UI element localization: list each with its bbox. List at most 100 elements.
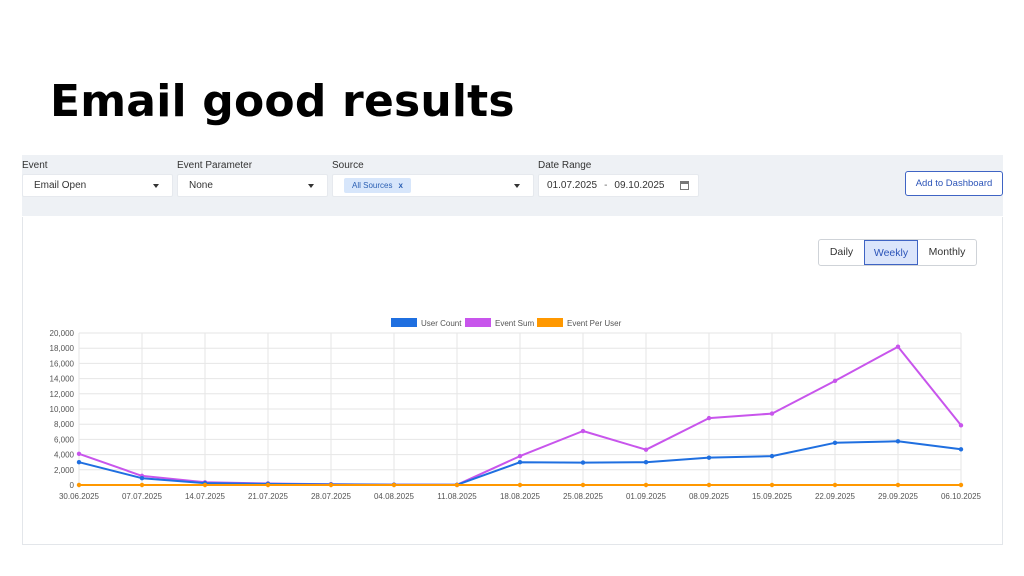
legend-swatch <box>537 318 563 327</box>
data-point <box>832 440 838 446</box>
x-tick-label: 29.09.2025 <box>878 492 919 501</box>
event-value: Email Open <box>34 180 87 191</box>
y-tick-label: 12,000 <box>50 390 75 399</box>
legend-label: Event Sum <box>495 319 534 328</box>
x-tick-label: 30.06.2025 <box>59 492 100 501</box>
data-point <box>391 482 397 488</box>
data-point <box>643 482 649 488</box>
close-icon[interactable]: x <box>398 181 403 190</box>
legend-label: User Count <box>421 319 462 328</box>
data-point <box>202 482 208 488</box>
data-point <box>76 482 82 488</box>
y-tick-label: 18,000 <box>50 344 75 353</box>
data-point <box>580 460 586 465</box>
legend-swatch <box>391 318 417 327</box>
data-point <box>706 415 712 421</box>
chevron-down-icon <box>308 184 314 188</box>
date-separator: - <box>604 180 608 191</box>
y-tick-label: 14,000 <box>50 375 75 384</box>
y-tick-label: 6,000 <box>54 435 75 444</box>
data-point <box>769 453 775 459</box>
data-point <box>643 447 649 452</box>
event-parameter-select[interactable]: None <box>177 174 328 197</box>
data-point <box>832 378 838 384</box>
y-tick-label: 2,000 <box>54 466 75 475</box>
legend-label: Event Per User <box>567 319 622 328</box>
data-point <box>958 423 964 428</box>
x-tick-label: 25.08.2025 <box>563 492 604 501</box>
chevron-down-icon <box>153 184 159 188</box>
x-tick-label: 28.07.2025 <box>311 492 352 501</box>
date-range-label: Date Range <box>538 160 592 171</box>
filter-bar: Event Email Open Event Parameter None So… <box>22 155 1003 216</box>
chart-panel <box>22 217 1003 545</box>
x-tick-label: 22.09.2025 <box>815 492 856 501</box>
y-tick-label: 16,000 <box>50 359 75 368</box>
data-point <box>517 482 523 488</box>
x-tick-label: 18.08.2025 <box>500 492 541 501</box>
source-filter: Source All Sources x <box>332 160 534 197</box>
x-tick-label: 08.09.2025 <box>689 492 730 501</box>
period-monthly-button[interactable]: Monthly <box>928 246 966 258</box>
chevron-down-icon <box>514 184 520 188</box>
calendar-icon[interactable] <box>680 181 689 190</box>
data-point <box>895 344 901 349</box>
y-tick-label: 4,000 <box>54 451 75 460</box>
page-title: Email good results <box>50 76 515 127</box>
y-tick-label: 10,000 <box>50 405 75 414</box>
data-point <box>958 482 964 488</box>
data-point <box>580 428 586 434</box>
data-point <box>454 482 460 488</box>
data-point <box>517 460 523 465</box>
data-point <box>139 482 145 488</box>
data-point <box>832 482 838 488</box>
event-parameter-value: None <box>189 180 213 191</box>
data-point <box>139 475 145 481</box>
data-point <box>895 439 901 444</box>
x-tick-label: 06.10.2025 <box>941 492 982 501</box>
event-filter: Event Email Open <box>22 160 173 197</box>
legend-item: Event Per User <box>537 318 622 328</box>
event-select[interactable]: Email Open <box>22 174 173 197</box>
add-to-dashboard-button[interactable]: Add to Dashboard <box>905 171 1003 196</box>
x-tick-label: 14.07.2025 <box>185 492 226 501</box>
date-end[interactable]: 09.10.2025 <box>614 180 665 191</box>
data-point <box>76 460 82 465</box>
event-label: Event <box>22 160 48 171</box>
y-tick-label: 8,000 <box>54 420 75 429</box>
source-select[interactable]: All Sources x <box>332 174 534 197</box>
y-tick-label: 0 <box>70 481 75 490</box>
data-point <box>769 411 775 416</box>
x-tick-label: 11.08.2025 <box>437 492 477 501</box>
source-label: Source <box>332 160 364 171</box>
x-tick-label: 01.09.2025 <box>626 492 667 501</box>
period-weekly-button[interactable]: Weekly <box>864 240 918 265</box>
data-point <box>643 460 649 465</box>
x-tick-label: 04.08.2025 <box>374 492 415 501</box>
legend-swatch <box>465 318 491 327</box>
period-toggle: Daily Weekly Monthly <box>818 239 977 266</box>
date-start[interactable]: 01.07.2025 <box>547 180 598 191</box>
data-point <box>706 482 712 488</box>
date-range-input[interactable]: 01.07.2025-09.10.2025 <box>538 174 699 197</box>
data-point <box>958 447 964 452</box>
data-point <box>706 455 712 460</box>
data-point <box>328 482 334 488</box>
source-chip[interactable]: All Sources x <box>344 178 411 193</box>
legend-item: Event Sum <box>465 318 534 328</box>
data-point <box>580 482 586 488</box>
data-point <box>517 453 523 459</box>
data-point <box>895 482 901 488</box>
date-range-filter: Date Range 01.07.2025-09.10.2025 <box>538 160 699 197</box>
data-point <box>76 451 82 457</box>
event-parameter-filter: Event Parameter None <box>177 160 328 197</box>
x-tick-label: 21.07.2025 <box>248 492 289 501</box>
x-tick-label: 07.07.2025 <box>122 492 163 501</box>
legend-item: User Count <box>391 318 462 328</box>
data-point <box>265 482 271 488</box>
event-parameter-label: Event Parameter <box>177 160 253 171</box>
data-point <box>769 482 775 488</box>
period-daily-button[interactable]: Daily <box>829 246 854 258</box>
x-tick-label: 15.09.2025 <box>752 492 793 501</box>
